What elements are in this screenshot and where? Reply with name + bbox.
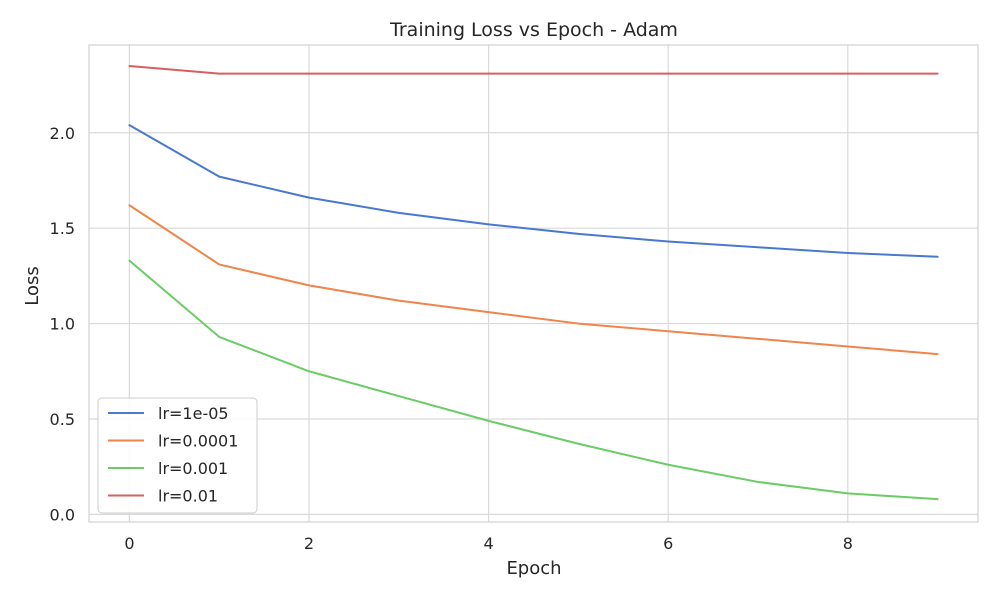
x-tick-label: 4 <box>484 534 494 553</box>
x-axis-label: Epoch <box>506 558 561 579</box>
series-line <box>128 64 939 75</box>
y-tick-label: 0.5 <box>50 410 75 429</box>
series-line <box>128 124 939 258</box>
y-axis-label: Loss <box>22 266 43 305</box>
x-tick-label: 6 <box>663 534 673 553</box>
x-tick-label: 0 <box>124 534 134 553</box>
legend: lr=1e-05 lr=0.0001 lr=0.001 lr=0.01 <box>97 397 258 514</box>
x-tick-label: 2 <box>304 534 314 553</box>
series-line <box>128 259 939 501</box>
legend-label: lr=1e-05 <box>158 404 229 423</box>
y-tick-label: 0.0 <box>50 505 75 524</box>
x-tick-label: 8 <box>843 534 853 553</box>
y-tick-labels: 0.0 0.5 1.0 1.5 2.0 <box>50 124 75 525</box>
legend-label: lr=0.001 <box>158 459 228 478</box>
chart-title: Training Loss vs Epoch - Adam <box>389 19 678 41</box>
legend-box <box>97 397 258 514</box>
y-tick-label: 2.0 <box>50 124 75 143</box>
y-tick-label: 1.0 <box>50 315 75 334</box>
y-tick-label: 1.5 <box>50 219 75 238</box>
x-tick-labels: 0 2 4 6 8 <box>124 534 853 553</box>
legend-label: lr=0.0001 <box>158 432 238 451</box>
series-lines <box>128 64 939 501</box>
legend-label: lr=0.01 <box>158 487 218 506</box>
plot-frame <box>88 44 979 523</box>
series-line <box>128 204 939 356</box>
